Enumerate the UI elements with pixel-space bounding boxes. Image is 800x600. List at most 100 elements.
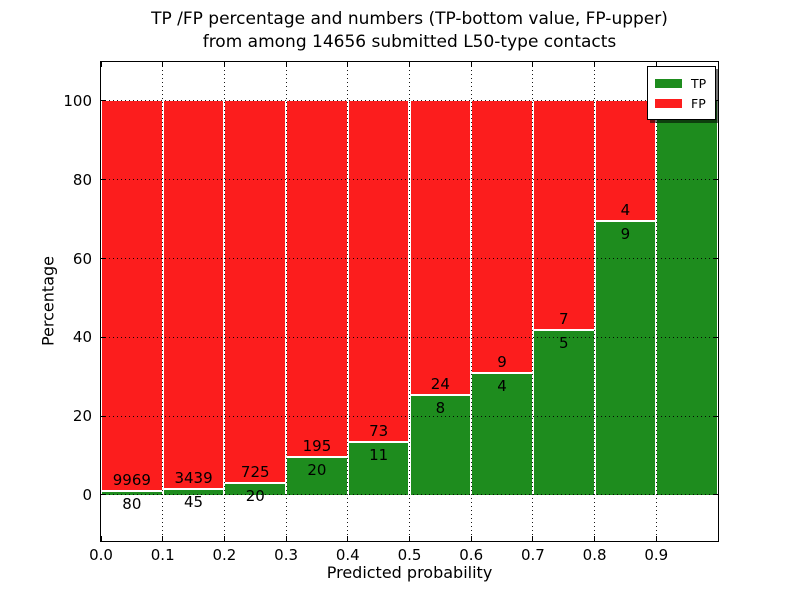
y-tick-mark-right [713, 415, 718, 417]
tp-bar-segment [472, 373, 532, 495]
x-axis-label: Predicted probability [326, 563, 493, 582]
tp-bar-segment [287, 458, 347, 495]
plot-area: 9969803439457252019520731124894754909 [100, 61, 719, 542]
x-gridline [532, 62, 534, 541]
fp-count-label: 725 [240, 463, 270, 482]
x-tick-label: 0.0 [89, 546, 113, 564]
fp-bar-segment [348, 100, 409, 444]
chart-title: TP /FP percentage and numbers (TP-bottom… [101, 8, 718, 54]
x-tick-label: 0.5 [397, 546, 422, 564]
tp-bar-segment [163, 489, 224, 495]
x-tick-label: 0.6 [459, 546, 484, 564]
x-tick-label: 0.1 [150, 546, 175, 564]
x-tick-label: 0.8 [582, 546, 607, 564]
tp-count-label: 80 [122, 494, 142, 513]
fp-count-label: 195 [302, 437, 332, 456]
x-tick-label: 0.4 [335, 546, 360, 564]
y-tick-mark-right [713, 258, 718, 260]
legend-label: FP [691, 95, 706, 111]
legend-entry-fp: FP [655, 93, 706, 113]
x-tick-mark-bottom [162, 536, 164, 541]
fp-bar-segment [472, 100, 532, 374]
legend: TP FP [647, 66, 717, 120]
x-tick-label: 0.9 [644, 546, 669, 564]
tp-color-swatch [655, 78, 682, 88]
x-tick-mark-top [532, 62, 534, 67]
legend-entry-tp: TP [655, 73, 706, 93]
fp-bar-segment [410, 100, 471, 397]
tp-bar-segment [410, 396, 471, 495]
y-tick-mark-right [713, 494, 718, 496]
y-gridline [101, 258, 718, 260]
x-gridline [347, 62, 349, 541]
x-tick-mark-top [100, 62, 102, 67]
tp-count-label: 20 [245, 487, 265, 506]
y-tick-label: 100 [63, 91, 92, 110]
x-gridline [223, 62, 225, 541]
chart-title-line2: from among 14656 submitted L50-type cont… [202, 32, 617, 52]
x-tick-mark-bottom [223, 536, 225, 541]
x-gridline [409, 62, 410, 541]
fp-bar-segment [102, 100, 162, 492]
y-tick-label: 0 [82, 485, 92, 504]
tp-count-label: 8 [435, 399, 446, 418]
x-tick-mark-bottom [532, 536, 534, 541]
x-gridline [594, 62, 596, 541]
x-tick-mark-bottom [347, 536, 349, 541]
y-tick-mark-left [101, 494, 106, 496]
fp-count-label: 24 [430, 375, 450, 394]
x-tick-mark-bottom [285, 536, 287, 541]
tp-bar-segment [533, 330, 594, 495]
y-tick-mark-left [101, 100, 106, 102]
fp-count-label: 4 [620, 201, 631, 220]
x-tick-label: 0.7 [520, 546, 545, 564]
x-tick-mark-top [409, 62, 410, 67]
chart-title-line1: TP /FP percentage and numbers (TP-bottom… [151, 9, 668, 29]
tp-count-label: 4 [497, 376, 507, 395]
x-tick-mark-top [223, 62, 225, 67]
legend-label: TP [691, 75, 707, 91]
y-tick-label: 20 [72, 407, 92, 426]
fp-bar-segment [163, 100, 224, 490]
fp-bar-segment [287, 100, 347, 459]
fp-bar-segment [533, 100, 594, 331]
tp-count-label: 11 [369, 446, 389, 465]
x-tick-mark-top [285, 62, 287, 67]
tp-count-label: 20 [307, 461, 327, 480]
x-gridline [470, 62, 472, 541]
x-tick-mark-top [347, 62, 349, 67]
x-gridline [285, 62, 287, 541]
y-tick-mark-left [101, 179, 106, 181]
x-tick-mark-bottom [655, 536, 657, 541]
x-tick-mark-top [655, 62, 657, 67]
tp-count-label: 5 [558, 333, 569, 352]
x-tick-label: 0.2 [212, 546, 237, 564]
x-tick-label: 0.3 [274, 546, 299, 564]
tp-bar-segment [102, 491, 162, 495]
x-tick-mark-top [594, 62, 596, 67]
x-tick-mark-bottom [100, 536, 102, 541]
fp-bar-segment [595, 100, 656, 223]
x-tick-mark-bottom [470, 536, 472, 541]
y-tick-mark-right [713, 179, 718, 181]
tp-bar-segment [657, 100, 717, 495]
y-tick-mark-left [101, 258, 106, 260]
x-tick-mark-top [470, 62, 472, 67]
x-gridline [162, 62, 164, 541]
x-tick-mark-bottom [409, 536, 410, 541]
y-gridline [101, 336, 718, 338]
y-tick-label: 80 [72, 170, 92, 189]
tp-bar-segment [225, 484, 286, 495]
y-tick-label: 40 [72, 328, 92, 347]
y-gridline [101, 494, 718, 496]
y-gridline [101, 100, 718, 102]
y-gridline [101, 179, 718, 181]
y-tick-mark-right [713, 336, 718, 338]
fp-bar-segment [225, 100, 286, 485]
x-tick-mark-top [162, 62, 164, 67]
fp-count-label: 73 [369, 422, 389, 441]
fp-color-swatch [655, 98, 682, 108]
tp-count-label: 45 [184, 492, 204, 511]
x-gridline [655, 62, 657, 541]
